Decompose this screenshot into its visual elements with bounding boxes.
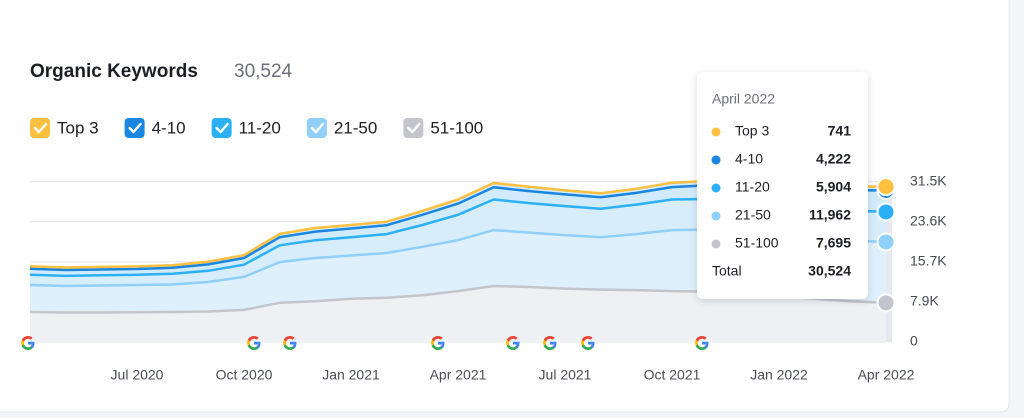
tooltip-name: 21-50 bbox=[735, 207, 771, 223]
y-tick-label: 0 bbox=[910, 333, 918, 349]
x-tick-label: Oct 2021 bbox=[644, 367, 701, 383]
tooltip-name: 51-100 bbox=[735, 235, 779, 251]
legend-checkbox bbox=[306, 118, 327, 138]
tooltip-value: 5,904 bbox=[816, 179, 851, 195]
hover-dot bbox=[876, 293, 896, 313]
x-tick-label: Oct 2020 bbox=[216, 367, 273, 383]
tooltip-value: 11,962 bbox=[809, 207, 851, 223]
tooltip: April 2022 Top 3 741 4-10 4,222 11-20 5,904 21… bbox=[697, 72, 868, 299]
legend-checkbox bbox=[124, 118, 145, 138]
x-tick-label: Jan 2021 bbox=[322, 367, 380, 383]
legend-label: 4-10 bbox=[152, 118, 186, 137]
y-tick-label: 31.5K bbox=[910, 172, 947, 188]
legend-check bbox=[407, 122, 421, 134]
tooltip-title: April 2022 bbox=[712, 91, 775, 107]
y-tick-label: 15.7K bbox=[910, 253, 947, 269]
tooltip-dot bbox=[711, 183, 721, 193]
tooltip-dot bbox=[711, 155, 721, 165]
legend-item[interactable]: Top 3 bbox=[30, 118, 99, 138]
total-count: 30,524 bbox=[234, 61, 293, 82]
tooltip-value: 4,222 bbox=[816, 151, 851, 167]
tooltip-name: 4-10 bbox=[735, 151, 763, 167]
tooltip-dot bbox=[711, 211, 721, 221]
hover-dot bbox=[876, 202, 896, 222]
tooltip-name: Top 3 bbox=[735, 123, 769, 139]
legend-label: Top 3 bbox=[57, 118, 99, 137]
tooltip-value: 741 bbox=[828, 123, 852, 139]
legend-checkbox bbox=[211, 118, 232, 138]
legend-item[interactable]: 11-20 bbox=[211, 118, 281, 138]
x-tick-label: Jul 2020 bbox=[111, 367, 164, 383]
y-tick-label: 23.6K bbox=[910, 212, 947, 228]
hover-dot bbox=[876, 177, 896, 197]
area-fill bbox=[30, 286, 886, 342]
area-fill bbox=[30, 199, 886, 287]
tooltip-dot bbox=[711, 239, 721, 249]
hover-dot bbox=[876, 232, 896, 252]
legend-label: 11-20 bbox=[239, 118, 281, 137]
tooltip-dot bbox=[711, 127, 721, 137]
legend-item[interactable]: 21-50 bbox=[306, 118, 377, 138]
area-fill bbox=[30, 229, 886, 313]
legend-label: 21-50 bbox=[334, 118, 377, 137]
legend-check bbox=[310, 122, 325, 134]
legend: Top 3 4-10 11-20 21-50 51-100 bbox=[30, 118, 483, 138]
x-tick-label: Jul 2021 bbox=[539, 367, 592, 383]
legend-check bbox=[33, 122, 48, 134]
tooltip-name: 11-20 bbox=[735, 179, 770, 195]
legend-checkbox bbox=[30, 118, 50, 138]
legend-item[interactable]: 51-100 bbox=[403, 118, 483, 138]
legend-item[interactable]: 4-10 bbox=[124, 118, 186, 138]
tooltip-box bbox=[697, 72, 868, 299]
x-tick-label: Apr 2021 bbox=[430, 367, 487, 383]
chart-title: Organic Keywords bbox=[30, 61, 198, 82]
x-tick-label: Apr 2022 bbox=[858, 367, 915, 383]
legend-check bbox=[128, 122, 142, 134]
legend-check bbox=[215, 122, 229, 134]
plot: 0 7.9K 15.7K 23.6K 31.5K Jul 2020 Oct 2020 Jan … bbox=[29, 172, 947, 383]
tooltip-value: 7,695 bbox=[816, 235, 851, 251]
x-tick-label: Jan 2022 bbox=[750, 367, 808, 383]
legend-label: 51-100 bbox=[430, 118, 483, 137]
legend-checkbox bbox=[403, 118, 424, 138]
tooltip-total-name: Total bbox=[712, 263, 742, 279]
y-tick-label: 7.9K bbox=[910, 293, 939, 309]
tooltip-total: 30,524 bbox=[808, 263, 851, 279]
